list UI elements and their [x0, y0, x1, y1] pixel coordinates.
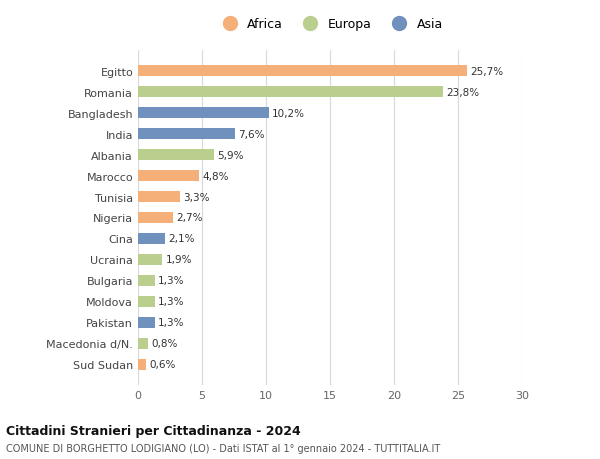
Legend: Africa, Europa, Asia: Africa, Europa, Asia — [212, 13, 448, 36]
Bar — [138, 317, 155, 329]
Text: 0,8%: 0,8% — [151, 339, 178, 349]
Bar — [138, 275, 155, 286]
Bar — [138, 233, 165, 245]
Text: 23,8%: 23,8% — [446, 87, 479, 97]
Bar — [138, 254, 163, 266]
Text: 7,6%: 7,6% — [238, 129, 265, 139]
Text: COMUNE DI BORGHETTO LODIGIANO (LO) - Dati ISTAT al 1° gennaio 2024 - TUTTITALIA.: COMUNE DI BORGHETTO LODIGIANO (LO) - Dat… — [6, 443, 440, 453]
Text: 1,3%: 1,3% — [158, 318, 184, 328]
Text: 0,6%: 0,6% — [149, 359, 175, 369]
Bar — [138, 359, 146, 370]
Bar — [138, 129, 235, 140]
Bar — [138, 107, 269, 119]
Bar — [138, 338, 148, 349]
Text: 3,3%: 3,3% — [184, 192, 210, 202]
Bar — [138, 212, 173, 224]
Text: 4,8%: 4,8% — [203, 171, 229, 181]
Text: 1,9%: 1,9% — [166, 255, 192, 265]
Bar — [138, 191, 180, 203]
Text: Cittadini Stranieri per Cittadinanza - 2024: Cittadini Stranieri per Cittadinanza - 2… — [6, 424, 301, 437]
Text: 1,3%: 1,3% — [158, 297, 184, 307]
Text: 10,2%: 10,2% — [272, 108, 305, 118]
Bar — [138, 296, 155, 308]
Text: 2,1%: 2,1% — [168, 234, 194, 244]
Bar — [138, 66, 467, 77]
Bar — [138, 170, 199, 182]
Text: 1,3%: 1,3% — [158, 276, 184, 286]
Text: 2,7%: 2,7% — [176, 213, 202, 223]
Text: 25,7%: 25,7% — [470, 67, 503, 77]
Bar — [138, 150, 214, 161]
Bar — [138, 87, 443, 98]
Text: 5,9%: 5,9% — [217, 150, 243, 160]
